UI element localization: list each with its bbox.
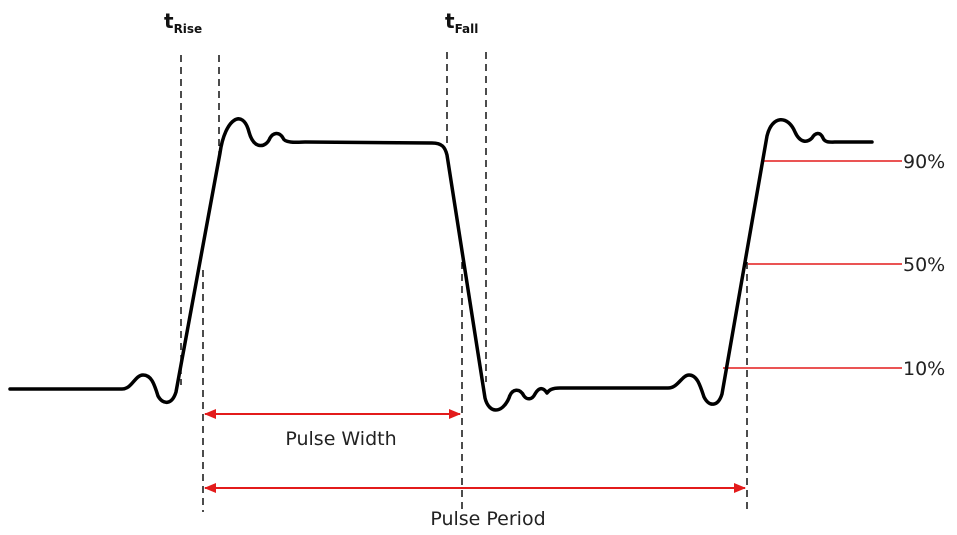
level-label-50: 50% xyxy=(903,254,945,276)
level-lines xyxy=(723,160,902,369)
t-fall-main: t xyxy=(445,9,455,33)
t-rise-label: tRise xyxy=(164,9,202,36)
t-rise-main: t xyxy=(164,9,174,33)
t-fall-sub: Fall xyxy=(455,22,479,36)
level-label-10: 10% xyxy=(903,358,945,380)
t-fall-label: tFall xyxy=(445,9,478,36)
t-rise-sub: Rise xyxy=(174,22,203,36)
pulse-waveform xyxy=(8,117,874,412)
pulse-width-label: Pulse Width xyxy=(285,428,396,450)
pulse-period-label: Pulse Period xyxy=(430,508,545,530)
dashed-guides xyxy=(180,52,748,512)
level-label-90: 90% xyxy=(903,151,945,173)
